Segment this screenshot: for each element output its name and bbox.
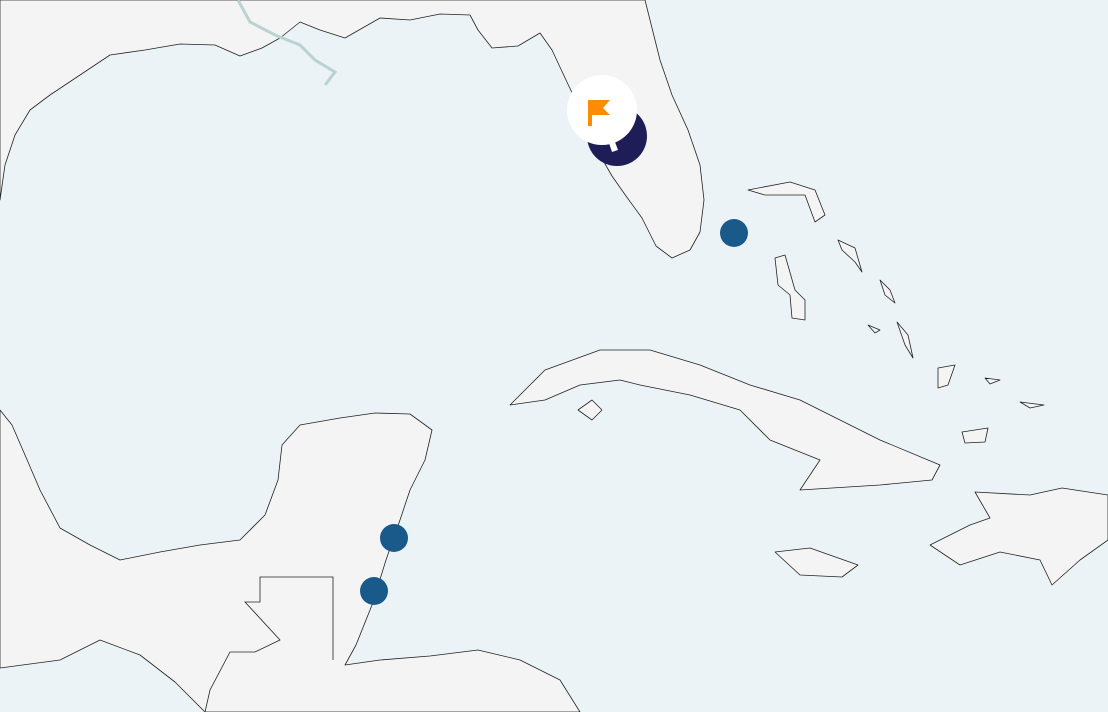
- country-borders: [204, 576, 334, 712]
- river: [236, 0, 338, 86]
- map-marker-belize-north[interactable]: [380, 524, 408, 552]
- land-bahamas: [747, 181, 1045, 444]
- land-mexico-central-america: [0, 409, 581, 712]
- land-hispaniola: [929, 487, 1108, 586]
- land-isla-juventud: [577, 399, 603, 421]
- flag-marker[interactable]: [567, 75, 637, 152]
- map-marker-bahamas[interactable]: [720, 219, 748, 247]
- map-marker-belize-south[interactable]: [360, 577, 388, 605]
- land-cuba: [509, 349, 941, 491]
- flag-icon: [588, 100, 610, 126]
- land-north-america: [0, 0, 705, 259]
- land-jamaica: [774, 547, 859, 578]
